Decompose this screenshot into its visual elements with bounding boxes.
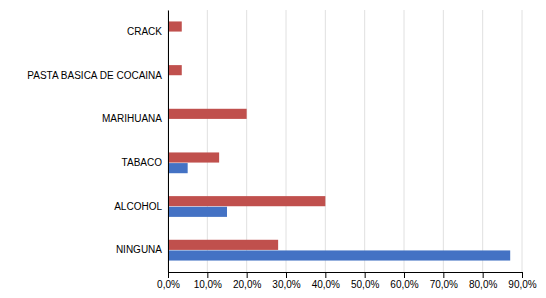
bar [168,109,247,119]
axis-line [169,272,523,273]
tick: ALCOHOL [114,201,162,212]
bar [168,152,219,162]
tick-label: 0,0% [157,279,180,290]
grid-line [364,10,365,272]
bar [168,196,325,206]
tick: NINGUNA [116,244,162,255]
tick: 50,0% [351,272,379,290]
bar [168,240,278,250]
tick: PASTA BASICA DE COCAINA [27,70,162,81]
tick: 10,0% [194,272,222,290]
bars [168,21,510,260]
tick-mark [168,272,169,278]
tick-label: 90,0% [508,279,536,290]
grid-line [207,10,208,272]
axis-line [168,11,169,273]
tick-label: 80,0% [469,279,497,290]
tick-mark [483,272,484,278]
grid [168,10,522,272]
tick-label: 60,0% [390,279,418,290]
grid-line [168,10,169,272]
tick: 80,0% [469,272,497,290]
grid-line [443,10,444,272]
tick-label: 40,0% [312,279,340,290]
plot: 0,0% 10,0% 20,0% 30,0% 40,0% 50,0% 60,0% 70,0% 8… [27,10,536,290]
series [168,21,325,249]
series [168,163,510,260]
tick: 40,0% [312,272,340,290]
y-axis: NINGUNA ALCOHOL TABACO MARIHUANA PASTA BASIC… [27,11,168,273]
tick-label: MARIHUANA [102,113,162,124]
tick: 60,0% [390,272,418,290]
tick-label: 30,0% [272,279,300,290]
tick: CRACK [127,26,162,37]
grid-line [246,10,247,272]
tick: 0,0% [157,272,180,290]
tick-mark [207,272,208,278]
grid-line [522,10,523,272]
tick-mark [286,272,287,278]
grid-line [286,10,287,272]
tick-label: NINGUNA [116,244,162,255]
tick-label: 20,0% [233,279,261,290]
tick: 90,0% [508,272,536,290]
grid-line [404,10,405,272]
bar [168,207,227,217]
tick-mark [365,272,366,278]
tick-label: CRACK [127,26,162,37]
bar [168,250,510,260]
x-axis: 0,0% 10,0% 20,0% 30,0% 40,0% 50,0% 60,0% 70,0% 8… [157,272,537,290]
tick: TABACO [122,157,163,168]
tick: 70,0% [430,272,458,290]
grid-line [482,10,483,272]
tick-mark [522,272,523,278]
tick-mark [325,272,326,278]
tick-label: PASTA BASICA DE COCAINA [27,70,162,81]
tick: 20,0% [233,272,261,290]
tick-label: 50,0% [351,279,379,290]
tick-mark [443,272,444,278]
tick-label: ALCOHOL [114,201,162,212]
tick-label: 10,0% [194,279,222,290]
grid-line [325,10,326,272]
tick-mark [247,272,248,278]
tick-label: 70,0% [430,279,458,290]
bar [168,21,182,31]
tick: 30,0% [272,272,300,290]
tick: MARIHUANA [102,113,162,124]
bar [168,65,182,75]
chart: 0,0% 10,0% 20,0% 30,0% 40,0% 50,0% 60,0% 70,0% 8… [0,0,546,298]
bar [168,163,188,173]
tick-label: TABACO [122,157,163,168]
tick-mark [404,272,405,278]
